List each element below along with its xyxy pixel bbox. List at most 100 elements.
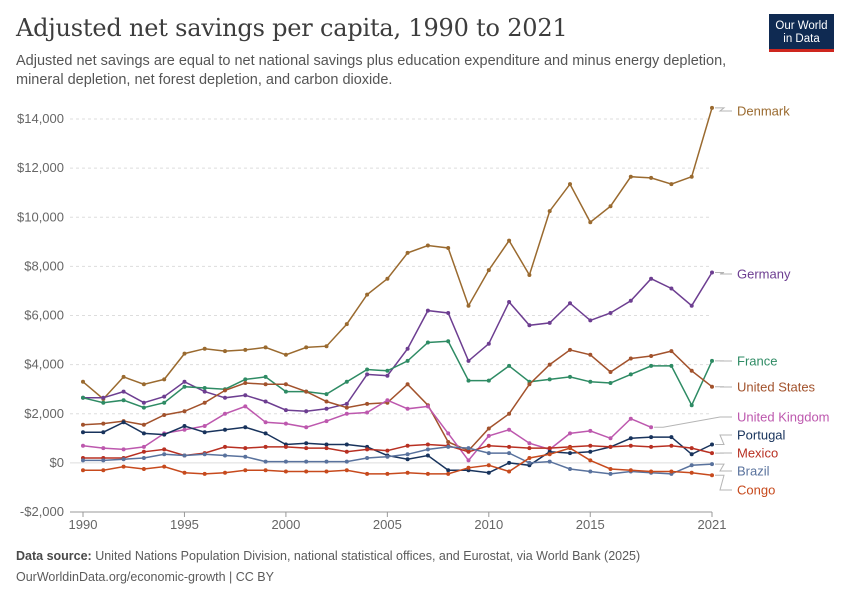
- data-point: [425, 471, 430, 476]
- data-point: [486, 341, 491, 346]
- data-point: [568, 182, 572, 187]
- data-point: [344, 468, 349, 473]
- data-point: [689, 303, 694, 308]
- chart-title: Adjusted net savings per capita, 1990 to…: [16, 14, 568, 42]
- data-point: [385, 398, 390, 403]
- series-line-brazil: [83, 446, 713, 475]
- label-connector: [715, 434, 732, 445]
- data-point: [365, 456, 370, 460]
- series-united-kingdom: [81, 398, 654, 463]
- y-tick-label: $0: [50, 455, 64, 470]
- data-point: [182, 470, 187, 475]
- data-point: [649, 469, 654, 474]
- data-point: [446, 431, 451, 436]
- data-point: [507, 451, 512, 456]
- series-brazil: [81, 444, 714, 476]
- legend-label-congo: Congo: [737, 483, 775, 498]
- owid-logo[interactable]: Our World in Data: [769, 14, 834, 52]
- data-point: [405, 250, 410, 255]
- data-point: [405, 470, 410, 475]
- y-tick-label: $6,000: [24, 308, 64, 323]
- legend-label-portugal: Portugal: [737, 428, 786, 443]
- data-point: [81, 468, 85, 473]
- series-line-portugal: [83, 421, 713, 474]
- data-point: [588, 428, 593, 433]
- data-point: [507, 444, 512, 449]
- grid: [70, 118, 712, 513]
- data-point: [628, 356, 633, 361]
- data-point: [324, 419, 329, 424]
- data-point: [507, 469, 512, 474]
- y-tick-label: $2,000: [24, 406, 64, 421]
- series-lines: [81, 105, 714, 478]
- data-point: [182, 384, 187, 389]
- data-point: [81, 379, 85, 384]
- data-point: [243, 454, 248, 459]
- data-point: [162, 413, 167, 417]
- x-tick-label: 2021: [698, 517, 727, 532]
- x-tick-label: 2015: [576, 517, 605, 532]
- data-point: [588, 458, 593, 463]
- data-point: [202, 346, 207, 351]
- data-point: [669, 443, 674, 448]
- data-point: [466, 465, 471, 470]
- data-point: [141, 449, 146, 454]
- x-tick-label: 1990: [69, 517, 98, 532]
- data-point: [689, 403, 694, 408]
- logo-line-1: Our World: [775, 20, 828, 32]
- x-tick-label: 1995: [170, 517, 199, 532]
- data-point: [568, 374, 572, 379]
- data-point: [344, 401, 349, 406]
- data-point: [385, 448, 390, 453]
- legend-label-mexico: Mexico: [737, 446, 778, 461]
- data-point: [588, 443, 593, 448]
- data-point: [344, 459, 349, 464]
- data-point: [608, 471, 613, 476]
- data-point: [81, 395, 85, 400]
- data-point: [223, 411, 227, 416]
- data-point: [486, 426, 491, 431]
- data-point: [365, 447, 370, 452]
- data-point: [507, 411, 512, 416]
- data-point: [486, 433, 491, 438]
- data-point: [344, 442, 349, 447]
- data-point: [628, 436, 633, 441]
- series-line-france: [82, 340, 713, 409]
- data-point: [243, 381, 248, 385]
- data-point: [101, 395, 106, 400]
- y-tick-label: $14,000: [17, 111, 64, 126]
- data-point: [405, 457, 410, 462]
- data-point: [689, 174, 694, 179]
- y-tick-label: $4,000: [24, 357, 64, 372]
- data-point: [669, 469, 674, 474]
- data-point: [649, 276, 654, 281]
- data-point: [527, 382, 532, 387]
- data-point: [263, 345, 268, 350]
- data-point: [689, 463, 694, 468]
- data-point: [628, 416, 633, 421]
- data-point: [385, 276, 390, 281]
- data-point: [527, 446, 532, 451]
- data-point: [588, 449, 593, 454]
- data-point: [202, 386, 207, 390]
- data-point: [81, 458, 85, 463]
- logo-line-2: in Data: [783, 33, 820, 45]
- label-connector: [715, 463, 732, 472]
- y-tick-label: $12,000: [17, 160, 64, 175]
- data-point: [710, 442, 714, 447]
- data-point: [466, 303, 471, 308]
- data-point: [568, 301, 572, 306]
- y-axis: -$2,000 $0 $2,000 $4,000 $6,000 $8,000 $10,000…: [17, 111, 64, 519]
- data-point: [162, 464, 167, 469]
- data-point: [466, 458, 471, 463]
- data-point: [588, 220, 593, 225]
- legend-label-denmark: Denmark: [737, 104, 790, 119]
- data-point: [365, 292, 370, 297]
- data-point: [223, 470, 227, 475]
- data-point: [223, 453, 227, 458]
- data-point: [568, 347, 572, 352]
- footer-url[interactable]: OurWorldinData.org/economic-growth | CC …: [16, 570, 274, 584]
- data-point: [689, 452, 694, 457]
- data-point: [689, 368, 694, 373]
- data-point: [628, 443, 633, 448]
